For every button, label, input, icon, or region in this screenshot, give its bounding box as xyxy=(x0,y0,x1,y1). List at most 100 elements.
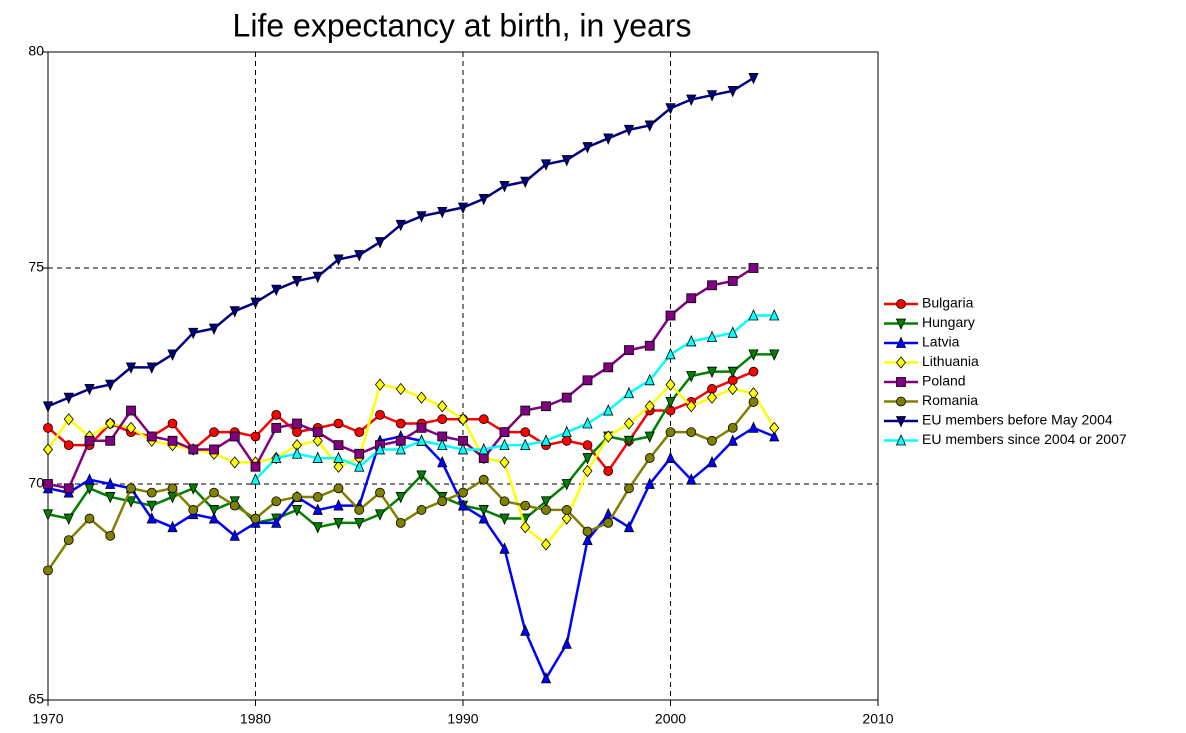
marker xyxy=(292,418,302,429)
marker xyxy=(146,431,157,442)
x-tick-label: 2000 xyxy=(655,711,686,727)
marker xyxy=(374,378,386,391)
marker xyxy=(644,373,655,386)
marker xyxy=(582,142,593,154)
marker xyxy=(250,431,261,442)
marker xyxy=(250,297,261,310)
marker xyxy=(686,400,697,413)
marker xyxy=(125,362,137,374)
x-tick-label: 1970 xyxy=(32,711,63,727)
marker xyxy=(623,520,635,533)
marker xyxy=(416,505,427,515)
marker xyxy=(665,103,676,115)
marker xyxy=(520,405,531,416)
marker xyxy=(209,444,219,455)
marker xyxy=(333,451,344,463)
marker xyxy=(312,503,323,515)
marker xyxy=(582,417,593,429)
marker xyxy=(63,413,74,426)
marker xyxy=(354,460,365,472)
x-tick-label: 2010 xyxy=(862,711,893,727)
marker xyxy=(291,505,303,517)
marker xyxy=(167,418,178,429)
marker xyxy=(208,512,220,524)
marker xyxy=(644,431,655,443)
marker xyxy=(540,496,552,508)
marker xyxy=(748,366,759,377)
marker xyxy=(727,85,738,98)
marker xyxy=(105,530,116,541)
chart-title: Life expectancy at birth, in years xyxy=(233,7,692,43)
legend-marker xyxy=(895,318,907,330)
legend-label: Bulgaria xyxy=(922,295,974,311)
marker xyxy=(706,330,718,343)
marker xyxy=(42,443,54,456)
marker xyxy=(748,263,759,273)
marker xyxy=(375,409,385,420)
marker xyxy=(478,193,489,206)
marker xyxy=(84,384,95,396)
marker xyxy=(457,202,469,214)
marker xyxy=(333,254,344,266)
marker xyxy=(354,517,365,530)
marker xyxy=(354,505,365,515)
marker xyxy=(727,382,738,396)
marker xyxy=(520,176,531,189)
marker xyxy=(748,349,759,361)
marker xyxy=(644,477,655,489)
marker xyxy=(623,435,635,448)
legend-label: EU members before May 2004 xyxy=(922,412,1113,428)
series-line xyxy=(47,426,775,682)
y-tick-label: 80 xyxy=(28,43,44,59)
marker xyxy=(727,366,738,379)
marker xyxy=(146,362,157,374)
marker xyxy=(686,94,697,106)
marker xyxy=(105,417,116,430)
marker xyxy=(374,509,386,521)
marker xyxy=(271,409,282,420)
marker xyxy=(582,453,593,465)
marker xyxy=(727,434,738,446)
marker xyxy=(167,349,178,361)
legend-marker xyxy=(895,356,907,369)
marker xyxy=(125,421,137,434)
marker xyxy=(665,397,676,409)
marker xyxy=(395,517,406,528)
marker xyxy=(457,442,469,455)
legend-marker xyxy=(896,396,906,407)
marker xyxy=(644,120,655,132)
marker xyxy=(229,431,240,442)
marker xyxy=(603,430,614,443)
legend-marker xyxy=(895,434,907,446)
legend-label: Romania xyxy=(922,392,978,408)
marker xyxy=(540,671,552,684)
marker xyxy=(499,427,510,438)
marker xyxy=(686,371,697,383)
marker xyxy=(686,334,697,347)
marker xyxy=(437,206,448,219)
y-tick-label: 70 xyxy=(28,475,44,491)
marker xyxy=(437,400,448,413)
marker xyxy=(84,473,95,485)
marker xyxy=(769,309,780,321)
marker xyxy=(42,509,54,521)
marker xyxy=(416,434,427,446)
marker xyxy=(499,496,510,507)
marker xyxy=(665,427,676,438)
marker xyxy=(603,404,614,416)
marker xyxy=(84,513,95,524)
marker xyxy=(727,276,738,286)
marker xyxy=(291,447,303,459)
marker xyxy=(416,422,427,433)
marker xyxy=(561,155,572,167)
marker xyxy=(416,391,427,404)
marker xyxy=(748,397,759,407)
marker xyxy=(375,487,385,498)
marker xyxy=(457,413,469,426)
marker xyxy=(624,483,634,494)
marker xyxy=(603,362,614,373)
marker xyxy=(603,466,614,476)
marker xyxy=(188,505,199,515)
marker xyxy=(582,375,593,386)
marker xyxy=(520,624,531,636)
